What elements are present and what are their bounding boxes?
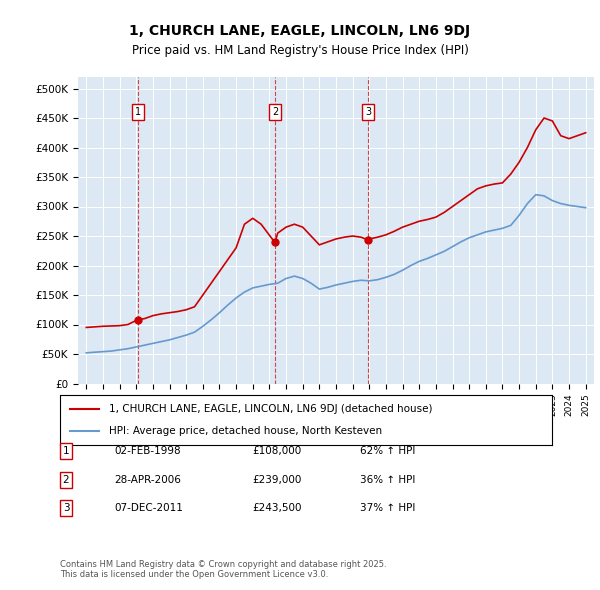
Text: Contains HM Land Registry data © Crown copyright and database right 2025.
This d: Contains HM Land Registry data © Crown c… [60,560,386,579]
Text: 02-FEB-1998: 02-FEB-1998 [114,447,181,456]
Text: £239,000: £239,000 [252,475,301,484]
Text: £243,500: £243,500 [252,503,302,513]
Text: 2: 2 [62,475,70,484]
Text: HPI: Average price, detached house, North Kesteven: HPI: Average price, detached house, Nort… [109,427,382,437]
Text: 3: 3 [365,107,371,117]
Text: 1: 1 [134,107,140,117]
Text: 07-DEC-2011: 07-DEC-2011 [114,503,183,513]
Text: 3: 3 [62,503,70,513]
Text: 28-APR-2006: 28-APR-2006 [114,475,181,484]
Text: 2: 2 [272,107,278,117]
Text: 1: 1 [62,447,70,456]
Text: 62% ↑ HPI: 62% ↑ HPI [360,447,415,456]
Text: £108,000: £108,000 [252,447,301,456]
Text: 1, CHURCH LANE, EAGLE, LINCOLN, LN6 9DJ: 1, CHURCH LANE, EAGLE, LINCOLN, LN6 9DJ [130,24,470,38]
Text: 1, CHURCH LANE, EAGLE, LINCOLN, LN6 9DJ (detached house): 1, CHURCH LANE, EAGLE, LINCOLN, LN6 9DJ … [109,404,433,414]
Text: Price paid vs. HM Land Registry's House Price Index (HPI): Price paid vs. HM Land Registry's House … [131,44,469,57]
Text: 36% ↑ HPI: 36% ↑ HPI [360,475,415,484]
Text: 37% ↑ HPI: 37% ↑ HPI [360,503,415,513]
